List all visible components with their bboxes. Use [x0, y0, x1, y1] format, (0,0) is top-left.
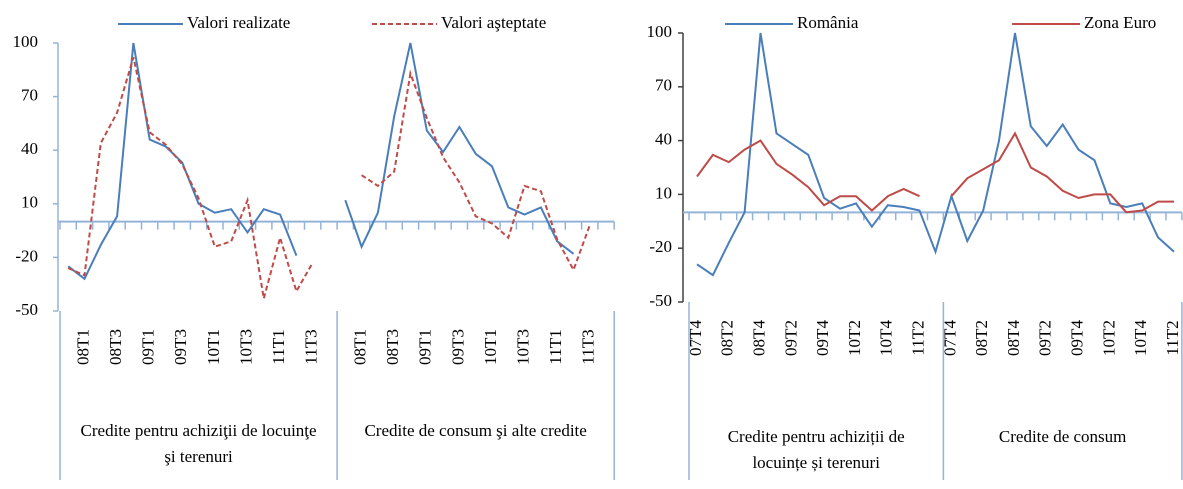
- x-tick-label: 09T4: [813, 320, 832, 356]
- series-line: [67, 57, 591, 299]
- y-tick-label: 100: [13, 32, 39, 51]
- x-tick-label: 09T3: [171, 329, 190, 365]
- y-tick-label: 70: [655, 76, 672, 95]
- x-tick-label: 11T2: [1163, 320, 1182, 355]
- x-tick-label: 08T1: [73, 329, 92, 365]
- legend-label: Valori realizate: [187, 13, 290, 32]
- legend-label: Zona Euro: [1084, 13, 1156, 32]
- group-label: Credite de consum: [998, 427, 1127, 446]
- y-tick-label: 70: [21, 86, 38, 105]
- x-tick-label: 11T1: [269, 329, 288, 364]
- x-tick-label: 11T3: [579, 329, 598, 364]
- y-tick-label: 40: [655, 130, 672, 149]
- x-tick-label: 10T3: [513, 329, 532, 365]
- series-line: [696, 131, 1174, 214]
- y-tick-label: -20: [649, 237, 672, 256]
- x-tick-label: 10T1: [204, 329, 223, 365]
- x-tick-label: 08T4: [749, 320, 768, 356]
- x-tick-label: 09T2: [781, 320, 800, 356]
- group-label: Credite pentru achiziții de locuințe și …: [727, 427, 905, 472]
- group-label: Credite pentru achiziţii de locuinţe şi …: [80, 421, 317, 466]
- x-tick-label: 08T3: [383, 329, 402, 365]
- x-tick-label: 10T4: [1131, 320, 1150, 356]
- x-tick-label: 10T3: [236, 329, 255, 365]
- x-tick-label: 09T3: [448, 329, 467, 365]
- x-tick-label: 07T4: [940, 320, 959, 356]
- y-tick-label: 40: [21, 139, 38, 158]
- x-tick-label: 11T2: [908, 320, 927, 355]
- x-tick-label: 08T2: [972, 320, 991, 356]
- series-line: [67, 42, 575, 281]
- y-tick-label: -50: [15, 300, 38, 319]
- series-line: [696, 32, 1175, 277]
- x-tick-label: 10T4: [877, 320, 896, 356]
- y-tick-label: -20: [15, 246, 38, 265]
- y-tick-label: -50: [649, 291, 672, 310]
- x-tick-label: 09T1: [416, 329, 435, 365]
- x-tick-label: 11T1: [546, 329, 565, 364]
- x-tick-label: 09T1: [139, 329, 158, 365]
- x-tick-label: 08T2: [718, 320, 737, 356]
- x-tick-label: 10T2: [1099, 320, 1118, 356]
- y-tick-label: 10: [655, 183, 672, 202]
- x-tick-label: 09T4: [1067, 320, 1086, 356]
- legend-label: Valori aşteptate: [441, 13, 546, 32]
- x-tick-label: 10T2: [845, 320, 864, 356]
- x-tick-label: 08T4: [1004, 320, 1023, 356]
- x-tick-label: 09T2: [1036, 320, 1055, 356]
- x-tick-label: 11T3: [302, 329, 321, 364]
- group-label: Credite de consum şi alte credite: [364, 421, 587, 440]
- x-tick-label: 10T1: [481, 329, 500, 365]
- y-tick-label: 10: [21, 193, 38, 212]
- x-tick-label: 07T4: [686, 320, 705, 356]
- x-tick-label: 08T1: [350, 329, 369, 365]
- x-tick-label: 08T3: [106, 329, 125, 365]
- y-tick-label: 100: [647, 22, 673, 41]
- legend-label: România: [797, 13, 859, 32]
